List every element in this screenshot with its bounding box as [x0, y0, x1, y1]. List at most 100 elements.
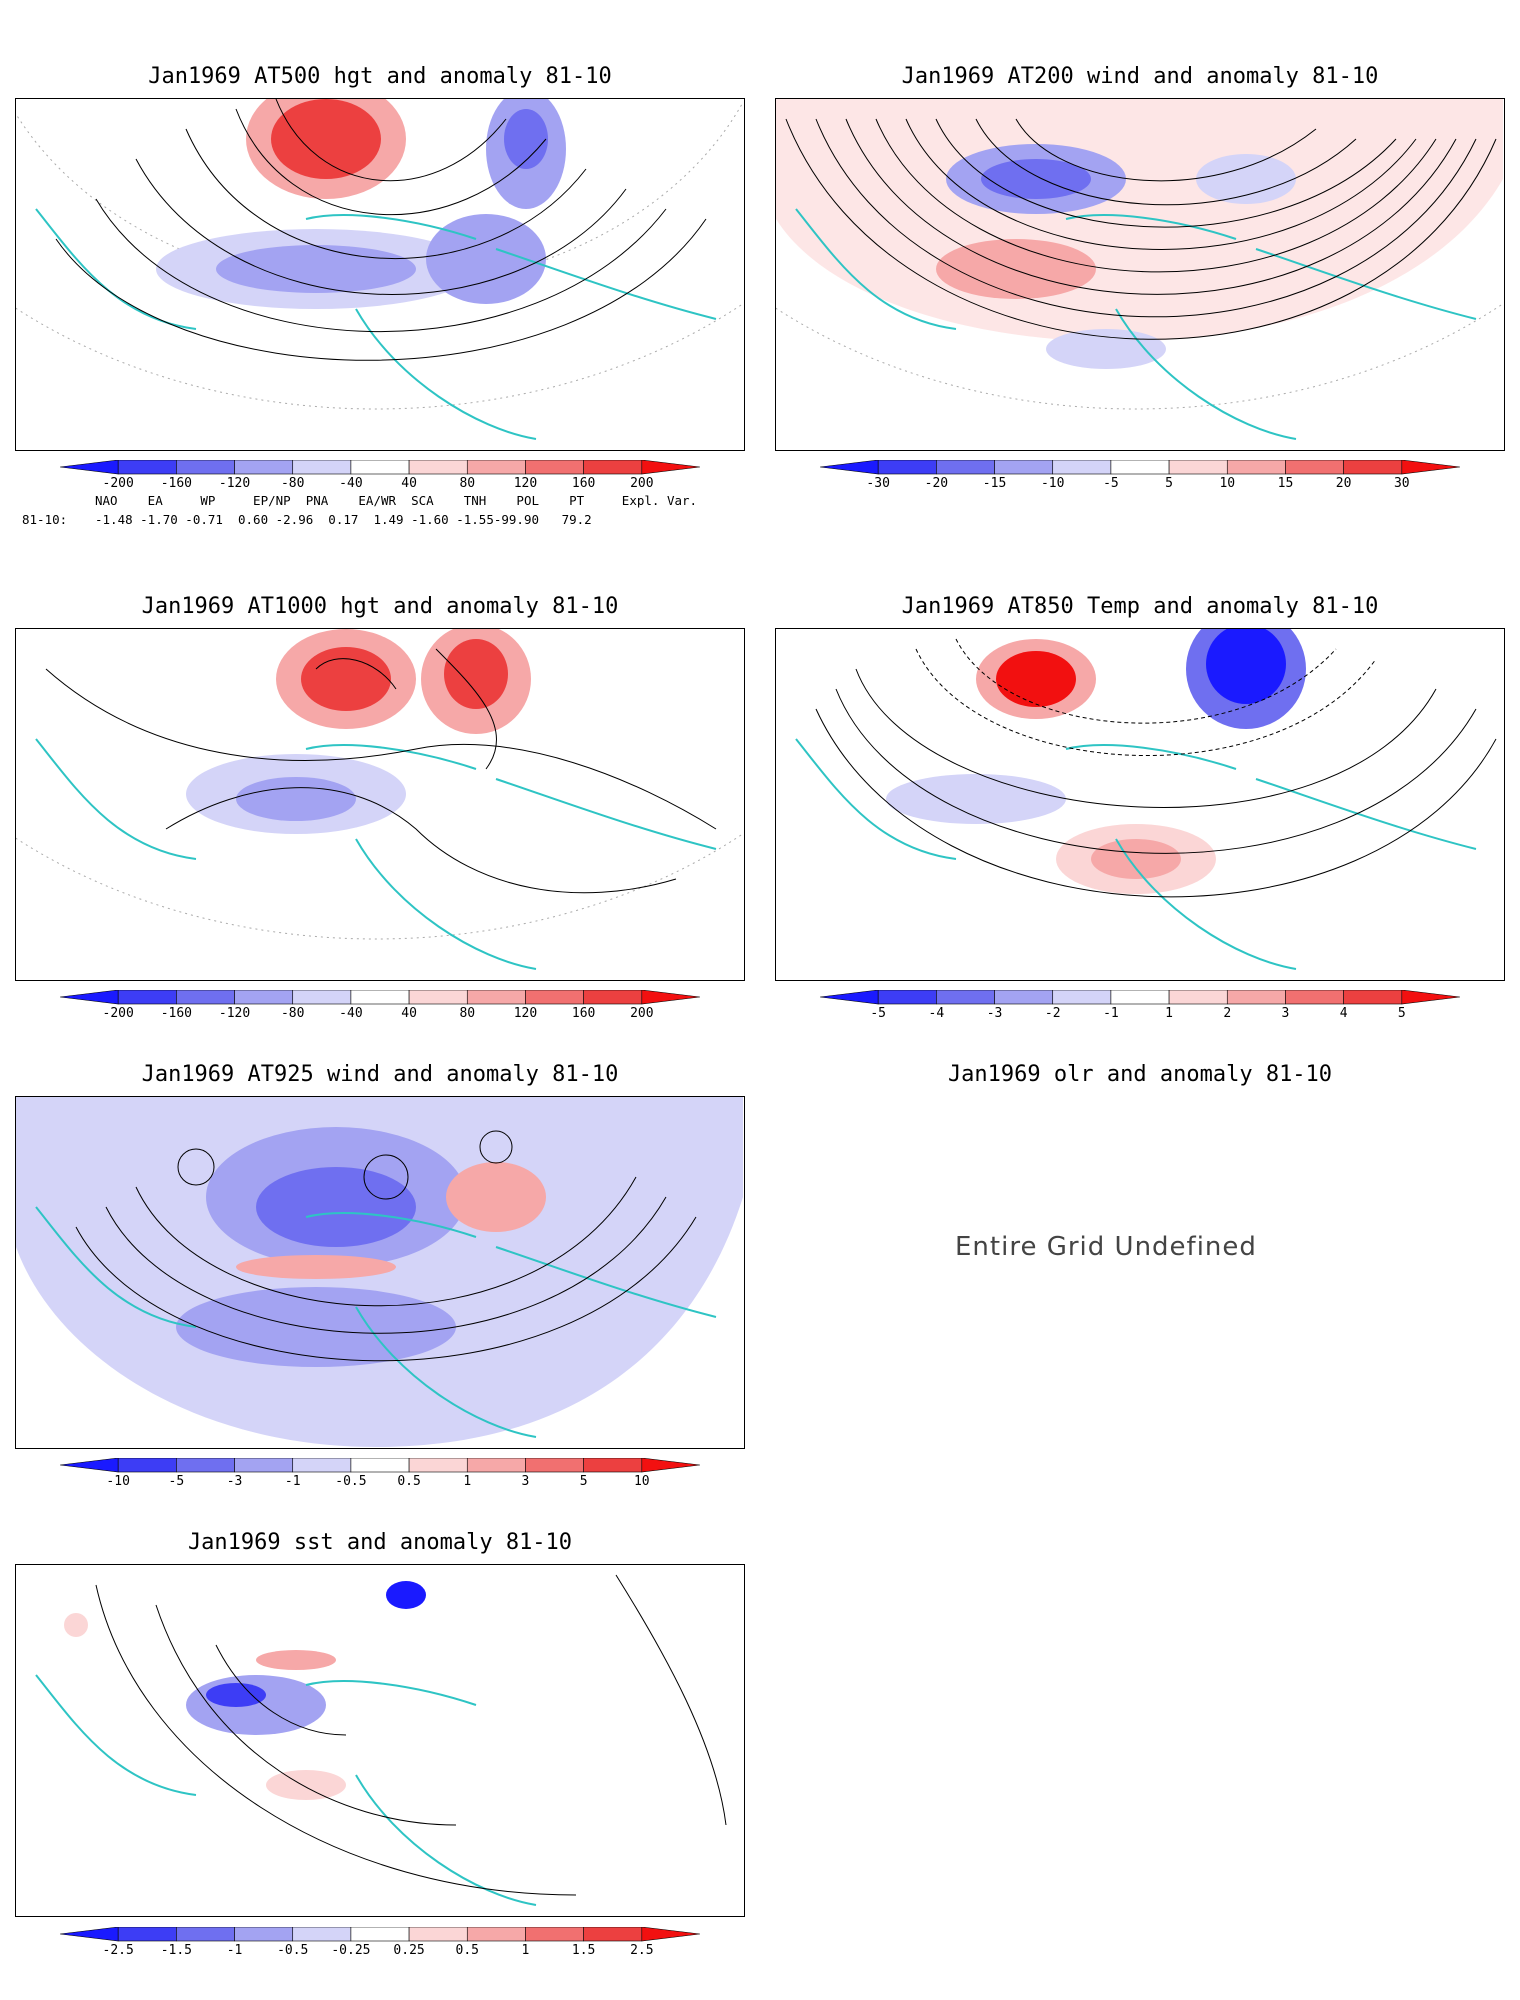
colorbar-swatch: [1226, 990, 1286, 1005]
colorbar-swatch: [234, 460, 294, 475]
grid-undefined-message: Entire Grid Undefined: [955, 1232, 1257, 1262]
indices-values: -1.48 -1.70 -0.71 0.60 -2.96 0.17 1.49 -…: [95, 512, 592, 527]
colorbar-swatch: [176, 1458, 235, 1473]
map-panel-at500: [15, 98, 745, 451]
colorbar-swatch: [117, 990, 177, 1005]
colorbar-tick-label: -160: [160, 1006, 193, 1021]
colorbar-swatch: [117, 1927, 177, 1942]
colorbar-swatch: [877, 990, 937, 1005]
colorbar-swatch: [350, 460, 410, 475]
colorbar-swatch: [466, 460, 526, 475]
colorbar-tick-label: -30: [866, 476, 890, 491]
map-panel-at200: [775, 98, 1505, 451]
colorbar-tick-label: -5: [1103, 476, 1119, 491]
colorbar-swatch: [117, 1458, 177, 1473]
colorbar-swatch: [1401, 460, 1460, 475]
indices-header: NAO EA WP EP/NP PNA EA/WR SCA TNH POL PT…: [95, 493, 698, 508]
colorbar-swatch: [466, 1927, 526, 1942]
colorbar-swatch: [525, 460, 584, 475]
colorbar-tick-label: 160: [571, 1006, 596, 1021]
colorbar-tick-label: 0.5: [455, 1943, 480, 1958]
colorbar-swatch: [641, 990, 700, 1005]
colorbar-swatch: [583, 1458, 643, 1473]
colorbar-bar: [60, 1458, 700, 1473]
colorbar-tick-label: -40: [339, 1006, 363, 1021]
map-panel-sst: [15, 1564, 745, 1917]
colorbar-tick-label: -1: [226, 1943, 243, 1958]
colorbar-tick-label: 5: [579, 1474, 588, 1489]
colorbar-swatch: [60, 460, 119, 475]
colorbar-swatch: [176, 460, 235, 475]
colorbar-swatch: [583, 1927, 643, 1942]
colorbar-tick-label: 20: [1335, 476, 1352, 491]
colorbar-swatch: [60, 1458, 119, 1473]
colorbar-bar: [820, 460, 1460, 475]
colorbar-swatch: [176, 990, 235, 1005]
colorbar-swatch: [641, 1927, 700, 1942]
colorbar-tick-label: 80: [459, 476, 476, 491]
colorbar-swatch: [936, 460, 995, 475]
colorbar-tick-label: 40: [401, 476, 417, 491]
panel-title-at850: Jan1969 AT850 Temp and anomaly 81-10: [901, 594, 1379, 619]
colorbar-swatch: [1052, 460, 1112, 475]
colorbar-tick-label: 40: [401, 1006, 417, 1021]
colorbar-swatch: [466, 1458, 526, 1473]
colorbar-swatch: [408, 1927, 468, 1942]
colorbar-swatch: [1110, 460, 1170, 475]
colorbar-tick-label: -5: [168, 1474, 185, 1489]
colorbar-tick-label: -1: [284, 1474, 301, 1489]
colorbar-tick-label: -20: [924, 476, 949, 491]
colorbar-swatch: [350, 1927, 410, 1942]
colorbar-swatch: [408, 460, 468, 475]
colorbar-swatch: [525, 1458, 584, 1473]
colorbar-swatch: [292, 1458, 352, 1473]
map-panel-at850: [775, 628, 1505, 981]
colorbar-tick-label: 15: [1277, 476, 1294, 491]
colorbar-tick-label: -5: [870, 1006, 886, 1021]
colorbar-tick-label: -2: [1044, 1006, 1061, 1021]
colorbar-tick-label: 120: [513, 476, 538, 491]
colorbar-swatch: [176, 1927, 235, 1942]
colorbar-swatch: [234, 990, 294, 1005]
colorbar-swatch: [820, 460, 879, 475]
colorbar-at850: -5 -4 -3 -2 -1 1 2 3 4 5: [820, 990, 1460, 1030]
colorbar-tick-label: -1: [1103, 1006, 1119, 1021]
colorbar-swatch: [1343, 990, 1403, 1005]
panel-title-at1000: Jan1969 AT1000 hgt and anomaly 81-10: [141, 594, 619, 619]
colorbar-tick-label: 5: [1397, 1006, 1406, 1021]
panel-title-at925: Jan1969 AT925 wind and anomaly 81-10: [141, 1062, 619, 1087]
colorbar-swatch: [1168, 990, 1228, 1005]
colorbar-swatch: [60, 1927, 119, 1942]
colorbar-tick-label: 0.5: [397, 1474, 421, 1489]
colorbar-swatch: [292, 460, 352, 475]
colorbar-tick-label: 10: [633, 1474, 650, 1489]
colorbar-tick-label: 0.25: [393, 1943, 425, 1958]
panel-title-olr: Jan1969 olr and anomaly 81-10: [947, 1062, 1333, 1087]
colorbar-at500: -200 -160 -120 -80 -40 40 80 120 160 200: [60, 460, 700, 500]
map-panel-at925: [15, 1096, 745, 1449]
colorbar-bar: [820, 990, 1460, 1005]
colorbar-swatch: [583, 460, 643, 475]
map-panel-at1000: [15, 628, 745, 981]
colorbar-at200: -30 -20 -15 -10 -5 5 10 15 20 30: [820, 460, 1460, 500]
colorbar-swatch: [994, 990, 1054, 1005]
colorbar-tick-label: 1: [463, 1474, 472, 1489]
colorbar-swatch: [1168, 460, 1228, 475]
colorbar-tick-label: 10: [1219, 476, 1236, 491]
colorbar-swatch: [525, 990, 584, 1005]
colorbar-swatch: [641, 460, 700, 475]
colorbar-tick-label: -200: [102, 1006, 134, 1021]
colorbar-tick-label: -120: [218, 476, 251, 491]
colorbar-tick-label: -10: [1040, 476, 1065, 491]
panel-title-at500: Jan1969 AT500 hgt and anomaly 81-10: [148, 64, 612, 89]
colorbar-swatch: [466, 990, 526, 1005]
colorbar-swatch: [877, 460, 937, 475]
colorbar-tick-label: 80: [459, 1006, 476, 1021]
colorbar-swatch: [1343, 460, 1403, 475]
colorbar-swatch: [936, 990, 995, 1005]
panel-title-sst: Jan1969 sst and anomaly 81-10: [187, 1530, 573, 1555]
colorbar-tick-label: -200: [102, 476, 134, 491]
colorbar-at1000: -200 -160 -120 -80 -40 40 80 120 160 200: [60, 990, 700, 1030]
colorbar-swatch: [292, 990, 352, 1005]
colorbar-swatch: [641, 1458, 700, 1473]
